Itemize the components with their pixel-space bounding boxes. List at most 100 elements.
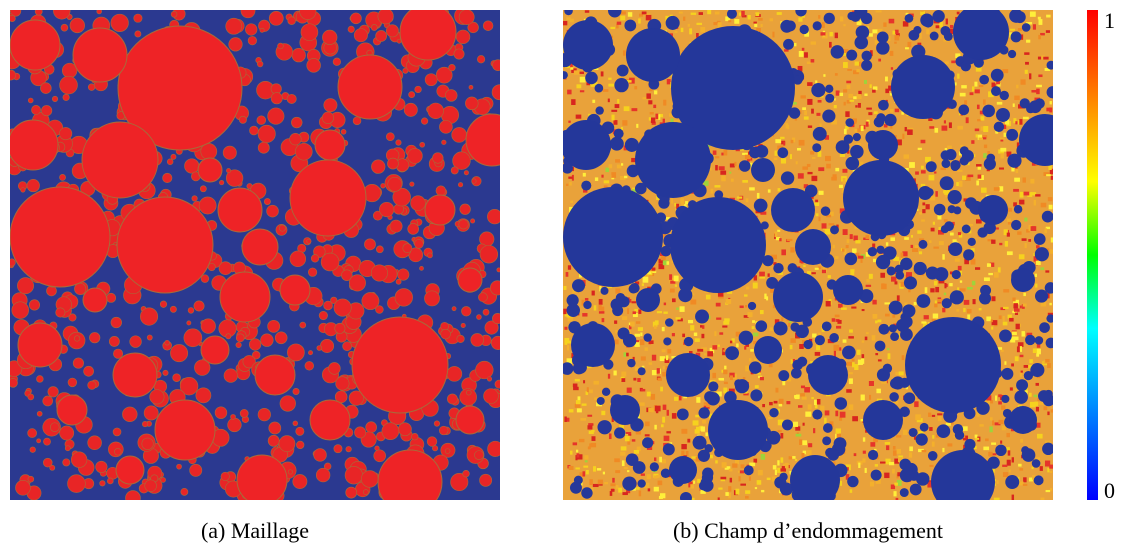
damage-texture — [636, 487, 640, 490]
damage-texture — [985, 438, 989, 442]
inclusion — [799, 24, 809, 35]
damage-texture — [777, 229, 781, 232]
inclusion — [337, 54, 403, 120]
damage-texture — [1045, 226, 1051, 230]
damage-texture — [728, 486, 732, 492]
damage-texture — [894, 281, 898, 285]
inclusion — [351, 316, 449, 414]
damage-texture — [768, 417, 773, 420]
damage-texture — [849, 329, 853, 333]
damage-texture — [1006, 251, 1013, 256]
inclusion — [842, 345, 856, 360]
damage-texture — [697, 348, 704, 352]
damage-texture — [846, 361, 853, 366]
damage-texture — [697, 478, 701, 483]
inclusion — [47, 386, 59, 398]
damage-texture — [862, 437, 866, 442]
inclusion — [335, 376, 350, 391]
damage-texture — [886, 445, 890, 451]
damage-texture — [784, 49, 789, 52]
damage-texture — [885, 242, 889, 246]
damage-texture — [962, 426, 968, 431]
damage-texture — [766, 296, 769, 301]
damage-texture — [938, 241, 944, 246]
inclusion — [1033, 475, 1044, 486]
damage-texture — [749, 358, 752, 362]
damage-texture — [836, 325, 842, 329]
inclusion — [859, 289, 874, 304]
inclusion — [665, 15, 680, 30]
damage-texture — [979, 424, 984, 427]
damage-texture — [828, 223, 835, 226]
damage-texture — [1014, 388, 1018, 391]
damage-texture — [1023, 365, 1030, 368]
damage-texture — [801, 47, 805, 51]
inclusion — [42, 457, 53, 468]
damage-texture — [818, 15, 821, 19]
damage-texture — [1006, 459, 1011, 466]
inclusion — [780, 19, 794, 33]
inclusion — [395, 278, 402, 285]
damage-texture — [901, 111, 904, 115]
damage-texture — [810, 151, 815, 155]
damage-texture — [564, 326, 568, 330]
damage-texture — [992, 420, 995, 426]
damage-texture — [864, 93, 868, 96]
damage-texture — [659, 356, 666, 362]
inclusion — [634, 182, 647, 195]
damage-texture — [920, 170, 926, 174]
damage-texture — [810, 41, 817, 45]
damage-texture — [1036, 422, 1041, 428]
damage-texture — [1013, 118, 1017, 124]
inclusion — [649, 462, 659, 472]
damage-texture — [842, 168, 848, 173]
damage-texture — [972, 299, 976, 305]
damage-texture — [1016, 346, 1020, 353]
damage-texture — [1013, 202, 1017, 207]
inclusion — [240, 10, 256, 19]
damage-texture — [851, 358, 855, 362]
inclusion — [486, 376, 493, 382]
inclusion — [82, 287, 108, 313]
inclusion — [228, 37, 243, 52]
damage-texture — [930, 288, 935, 293]
damage-texture — [566, 358, 572, 365]
caption: (b) Champ d’endommagement — [673, 518, 943, 543]
inclusion — [42, 395, 54, 407]
damage-texture — [846, 238, 850, 244]
inclusion — [257, 124, 276, 143]
damage-texture — [735, 148, 741, 152]
damage-texture — [801, 396, 807, 400]
damage-texture — [962, 434, 966, 438]
damage-texture — [888, 461, 895, 466]
damage-texture — [589, 443, 593, 448]
inclusion — [69, 17, 85, 34]
damage-texture — [688, 351, 693, 354]
damage-texture — [1006, 207, 1013, 212]
inclusion — [845, 118, 855, 127]
damage-texture — [908, 127, 914, 131]
damage-texture — [780, 158, 787, 164]
damage-texture — [1002, 69, 1009, 74]
damage-texture — [952, 221, 955, 226]
inclusion — [855, 25, 870, 40]
inclusion — [424, 73, 438, 87]
damage-texture — [633, 449, 640, 454]
damage-texture — [795, 426, 801, 431]
damage-texture — [1049, 470, 1053, 474]
damage-texture — [736, 343, 739, 348]
damage-texture — [999, 242, 1003, 246]
damage-texture — [723, 369, 728, 375]
inclusion — [344, 466, 363, 485]
inclusion — [113, 348, 124, 359]
damage-texture — [624, 175, 628, 179]
damage-texture — [856, 349, 861, 355]
damage-texture — [607, 373, 611, 379]
damage-texture — [982, 135, 988, 138]
inclusion — [670, 197, 766, 293]
damage-texture — [565, 340, 572, 344]
damage-texture — [671, 333, 675, 337]
damage-texture — [814, 202, 820, 207]
damage-texture — [904, 126, 907, 132]
inclusion — [263, 198, 271, 205]
